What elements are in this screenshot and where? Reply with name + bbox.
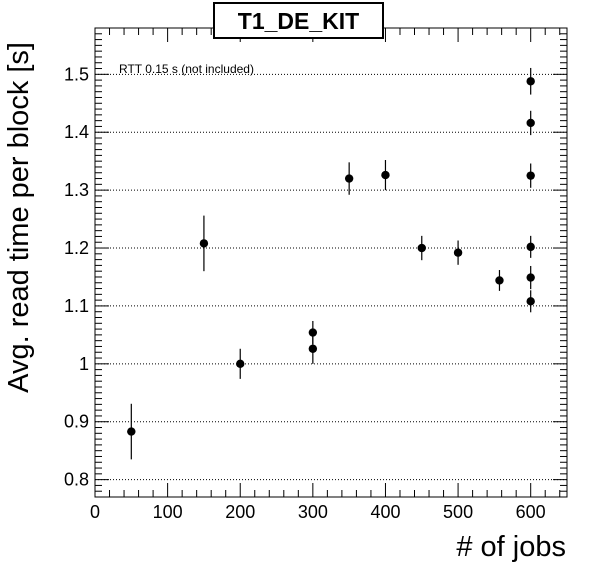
y-tick-label: 1.4	[64, 122, 89, 142]
data-point	[526, 77, 535, 86]
y-tick-label: 1.5	[64, 64, 89, 84]
y-tick-label: 0.9	[64, 412, 89, 432]
data-point	[308, 344, 318, 353]
data-point	[526, 171, 535, 180]
data-point	[453, 248, 463, 257]
x-tick-label: 300	[298, 502, 328, 522]
title-box	[213, 2, 384, 39]
y-tick-label: 1.1	[64, 296, 89, 316]
data-point	[526, 273, 535, 282]
x-tick-label: 200	[225, 502, 255, 522]
y-tick-label: 1.3	[64, 180, 89, 200]
data-point	[526, 242, 535, 252]
y-tick-label: 0.8	[64, 470, 89, 490]
data-point	[308, 328, 318, 337]
x-axis-title: # of jobs	[456, 531, 566, 563]
data-point	[495, 276, 504, 285]
y-axis-title: Avg. read time per block [s]	[3, 42, 35, 393]
chart-title: T1_DE_KIT	[238, 8, 359, 34]
y-tick-labels: 0.8 0.9 1 1.1 1.2 1.3 1.4 1.5	[64, 64, 89, 489]
x-tick-label: 600	[516, 502, 546, 522]
x-tick-label: 0	[90, 502, 100, 522]
y-tick-label: 1.2	[64, 238, 89, 258]
data-point	[526, 297, 535, 306]
data-point	[344, 174, 354, 183]
x-tick-label: 100	[153, 502, 183, 522]
data-point	[236, 359, 245, 369]
x-tick-labels: 0 100 200 300 400 500 600	[90, 502, 546, 522]
data-point	[526, 118, 535, 128]
data-point	[199, 239, 209, 248]
x-tick-label: 500	[443, 502, 473, 522]
data-point	[127, 427, 136, 436]
data-point	[417, 243, 426, 253]
axis-ticks	[94, 27, 567, 498]
x-tick-label: 400	[370, 502, 400, 522]
plot-frame	[94, 27, 568, 498]
grid-lines	[95, 73, 567, 481]
data-points	[127, 67, 535, 460]
plot-annotation: RTT 0.15 s (not included)	[119, 62, 254, 76]
data-point	[381, 170, 390, 180]
y-tick-label: 1	[79, 354, 89, 374]
